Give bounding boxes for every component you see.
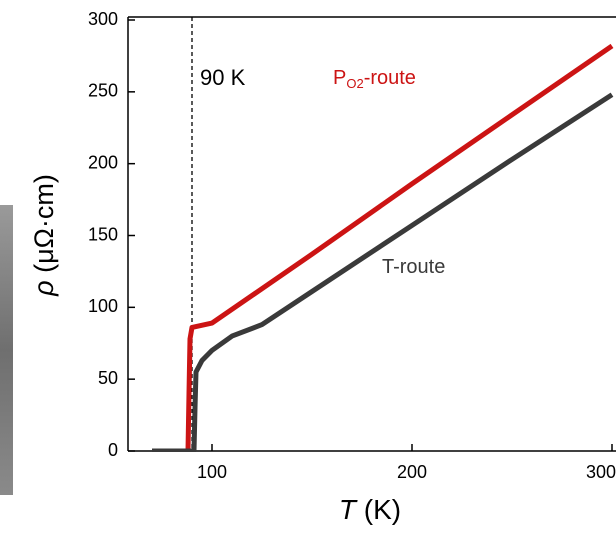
series-name-sub: O2 [346, 76, 363, 91]
y-tick-label: 250 [88, 81, 118, 101]
y-tick-label: 100 [88, 296, 118, 316]
series-label: T-route [382, 256, 445, 278]
series-name-suffix: -route [364, 67, 416, 89]
x-axis-label: T (K) [339, 494, 401, 525]
y-tick-label: 150 [88, 224, 118, 244]
y-tick-label: 50 [98, 368, 118, 388]
y-tick-label: 200 [88, 152, 118, 172]
series-name: T-route [382, 256, 445, 278]
data-line [152, 92, 614, 452]
background-photo-strip [0, 205, 13, 495]
x-tick-label: 100 [197, 462, 227, 482]
y-tick-label: 0 [108, 440, 118, 460]
y-axis-unit: (μΩ·cm) [29, 174, 59, 280]
data-line [184, 43, 614, 452]
y-axis-symbol: ρ [29, 280, 59, 296]
x-tick-label: 200 [397, 462, 427, 482]
y-axis-label: ρ (μΩ·cm) [29, 174, 59, 297]
y-tick-label: 300 [88, 9, 118, 29]
reference-label: 90 K [200, 65, 246, 90]
x-tick-label: 300 [586, 462, 616, 482]
series-label: PO2-route [333, 67, 416, 91]
x-axis-symbol: T [339, 494, 358, 525]
x-axis-unit: (K) [356, 494, 401, 525]
series-name: P [333, 67, 346, 89]
